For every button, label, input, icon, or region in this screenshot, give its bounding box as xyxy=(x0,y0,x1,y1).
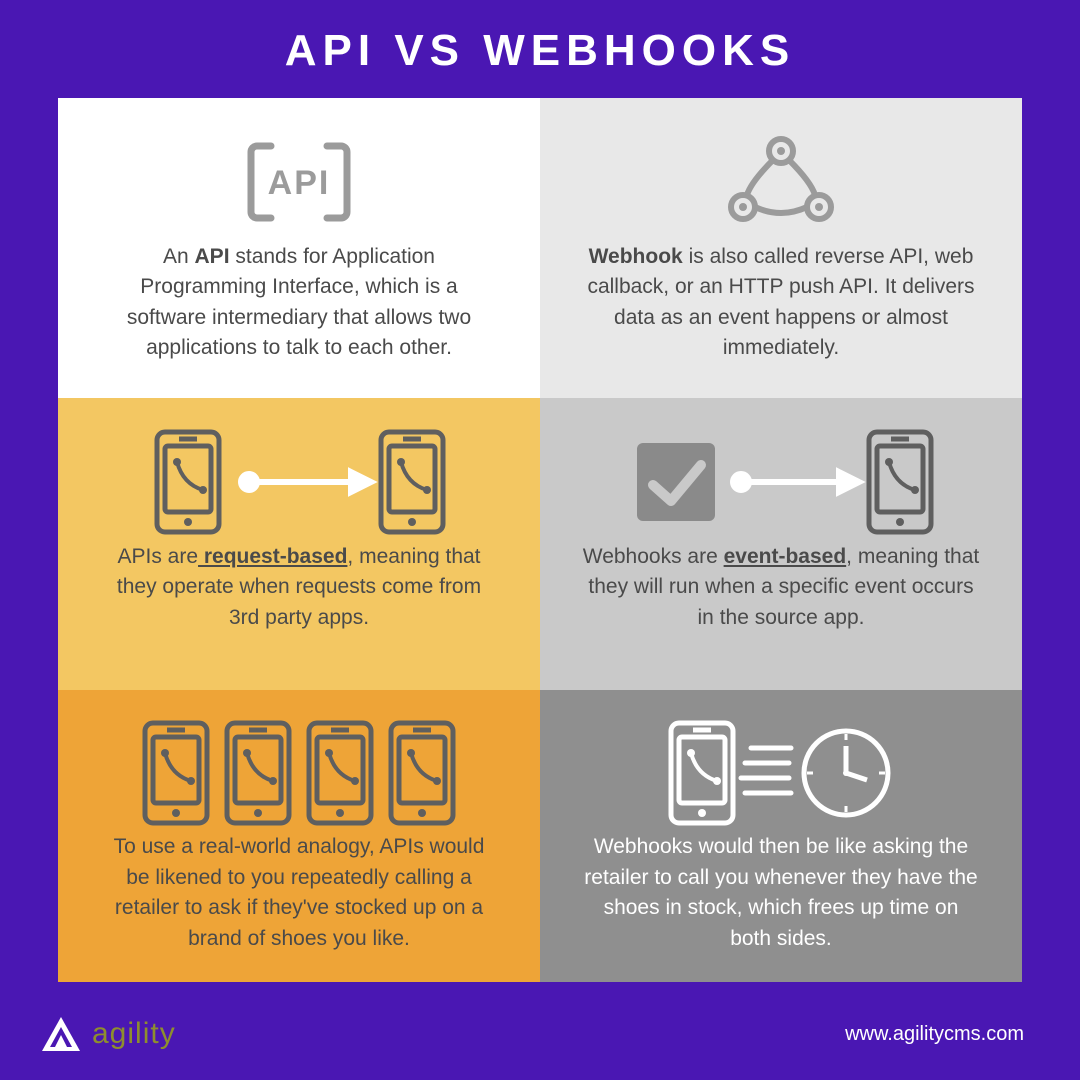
cell-api-request-based: APIs are request-based, meaning that the… xyxy=(58,398,540,690)
four-phones-icon xyxy=(100,714,498,832)
footer: agility www.agilitycms.com xyxy=(0,1000,1080,1080)
cell-api-definition: API An API stands for Application Progra… xyxy=(58,98,540,398)
cell-text: Webhooks would then be like asking the r… xyxy=(582,832,980,954)
brand-name: agility xyxy=(92,1017,176,1051)
cell-api-analogy: To use a real-world analogy, APIs would … xyxy=(58,690,540,982)
cell-text: Webhook is also called reverse API, web … xyxy=(582,242,980,364)
triangle-a-icon xyxy=(40,1013,82,1055)
cell-webhook-event-based: Webhooks are event-based, meaning that t… xyxy=(540,398,1022,690)
footer-url: www.agilitycms.com xyxy=(845,1023,1024,1046)
api-bracket-icon: API xyxy=(100,122,498,242)
phone-arrow-phone-icon xyxy=(100,422,498,542)
cell-text: To use a real-world analogy, APIs would … xyxy=(100,832,498,954)
cell-text: Webhooks are event-based, meaning that t… xyxy=(582,542,980,633)
cell-text: An API stands for Application Programmin… xyxy=(100,242,498,364)
page-title: API VS WEBHOOKS xyxy=(0,0,1080,76)
cell-webhook-analogy: Webhooks would then be like asking the r… xyxy=(540,690,1022,982)
cell-text: APIs are request-based, meaning that the… xyxy=(100,542,498,633)
cell-webhook-definition: Webhook is also called reverse API, web … xyxy=(540,98,1022,398)
brand-logo: agility xyxy=(40,1013,176,1055)
webhook-nodes-icon xyxy=(582,122,980,242)
check-arrow-phone-icon xyxy=(582,422,980,542)
phone-speed-clock-icon xyxy=(582,714,980,832)
svg-text:API: API xyxy=(268,164,331,202)
comparison-grid: API An API stands for Application Progra… xyxy=(58,98,1022,982)
